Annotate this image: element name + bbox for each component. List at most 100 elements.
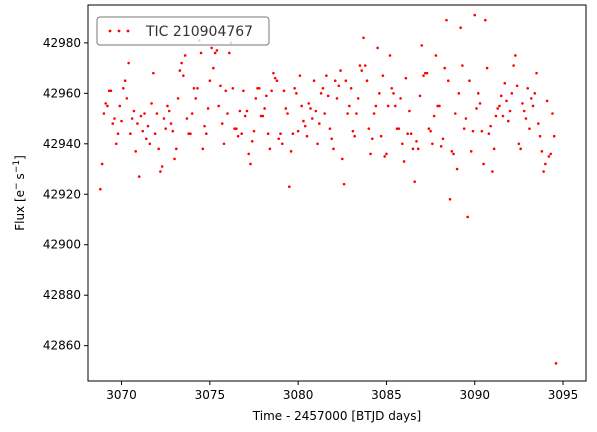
x-tick-label: 3095 <box>548 388 579 402</box>
data-point <box>226 112 229 115</box>
data-point <box>432 114 436 118</box>
data-point <box>551 112 554 115</box>
legend: TIC 210904767 <box>96 16 270 46</box>
x-tick-label: 3070 <box>106 388 137 402</box>
x-tick-label: 3080 <box>283 388 314 402</box>
data-point <box>217 104 220 108</box>
y-axis-label: Flux [e− s−1] <box>12 155 27 231</box>
data-point <box>401 142 404 146</box>
data-point <box>166 104 169 108</box>
data-point <box>249 162 252 166</box>
data-point <box>521 102 524 105</box>
data-point <box>199 51 203 55</box>
data-point <box>247 152 250 156</box>
x-tick-label: 3085 <box>371 388 402 402</box>
data-point <box>296 129 300 133</box>
data-point <box>434 54 438 57</box>
data-point <box>358 64 362 67</box>
data-point <box>478 102 482 105</box>
data-point <box>235 127 238 130</box>
data-point <box>194 97 198 100</box>
legend-box <box>96 16 270 46</box>
data-point <box>162 117 166 120</box>
data-point <box>102 112 106 115</box>
data-point <box>362 36 365 40</box>
data-point <box>286 112 289 115</box>
data-point <box>175 147 178 151</box>
y-tick-label: 42960 <box>43 86 81 100</box>
data-point <box>210 46 213 50</box>
data-point <box>326 94 330 98</box>
data-point <box>307 102 311 105</box>
data-point <box>438 104 441 108</box>
data-point <box>302 119 305 123</box>
data-point <box>284 107 288 110</box>
y-tick-label: 42860 <box>43 339 81 353</box>
data-point <box>464 117 468 120</box>
data-point <box>462 127 466 130</box>
data-point <box>316 142 319 146</box>
data-point <box>298 74 302 77</box>
data-point <box>469 150 473 153</box>
y-axis-label-mid: s <box>13 173 27 179</box>
data-point <box>332 147 335 151</box>
data-point <box>492 147 496 151</box>
data-point <box>379 134 383 138</box>
y-axis-label-sup1: − <box>12 182 22 190</box>
data-point <box>277 137 281 141</box>
data-point <box>339 69 342 72</box>
data-point <box>351 129 355 133</box>
data-point <box>150 102 153 105</box>
data-point <box>487 132 491 135</box>
data-point <box>250 139 254 143</box>
data-point <box>215 49 219 52</box>
data-point <box>325 74 328 77</box>
legend-marker <box>126 29 130 33</box>
data-point <box>443 66 447 70</box>
data-point <box>309 107 312 110</box>
data-point <box>203 124 206 128</box>
data-point <box>459 26 462 30</box>
y-tick-label: 42920 <box>43 187 81 201</box>
data-point <box>100 162 104 166</box>
data-point <box>475 107 478 110</box>
data-point <box>270 89 273 93</box>
data-point <box>528 127 531 130</box>
data-point <box>526 86 530 90</box>
data-point <box>213 51 217 55</box>
data-point <box>402 160 406 163</box>
data-point <box>514 54 517 57</box>
data-point <box>183 54 187 57</box>
data-point <box>512 64 515 67</box>
data-point <box>314 109 318 113</box>
data-point <box>515 84 519 88</box>
data-point <box>182 74 185 77</box>
data-point <box>254 97 258 100</box>
data-point <box>144 137 148 141</box>
data-point <box>118 104 122 108</box>
x-tick-label: 3075 <box>195 388 226 402</box>
data-point <box>212 66 215 70</box>
legend-label: TIC 210904767 <box>145 24 253 40</box>
data-point <box>471 129 475 133</box>
y-axis-label-main: Flux [e <box>13 190 27 231</box>
data-point <box>522 109 526 113</box>
data-point <box>122 86 125 90</box>
data-point <box>346 112 349 115</box>
data-point <box>132 109 136 113</box>
data-points <box>99 13 558 365</box>
data-point <box>508 109 512 113</box>
data-point <box>305 134 309 138</box>
data-point <box>374 104 378 108</box>
data-point <box>242 89 245 93</box>
data-point <box>341 157 344 161</box>
data-point <box>143 112 146 115</box>
data-point <box>206 107 210 110</box>
data-point <box>289 150 293 153</box>
data-point <box>413 180 417 183</box>
data-point <box>252 129 256 133</box>
data-point <box>113 117 116 120</box>
data-point <box>266 132 270 135</box>
data-point <box>378 92 381 95</box>
data-point <box>552 134 556 138</box>
